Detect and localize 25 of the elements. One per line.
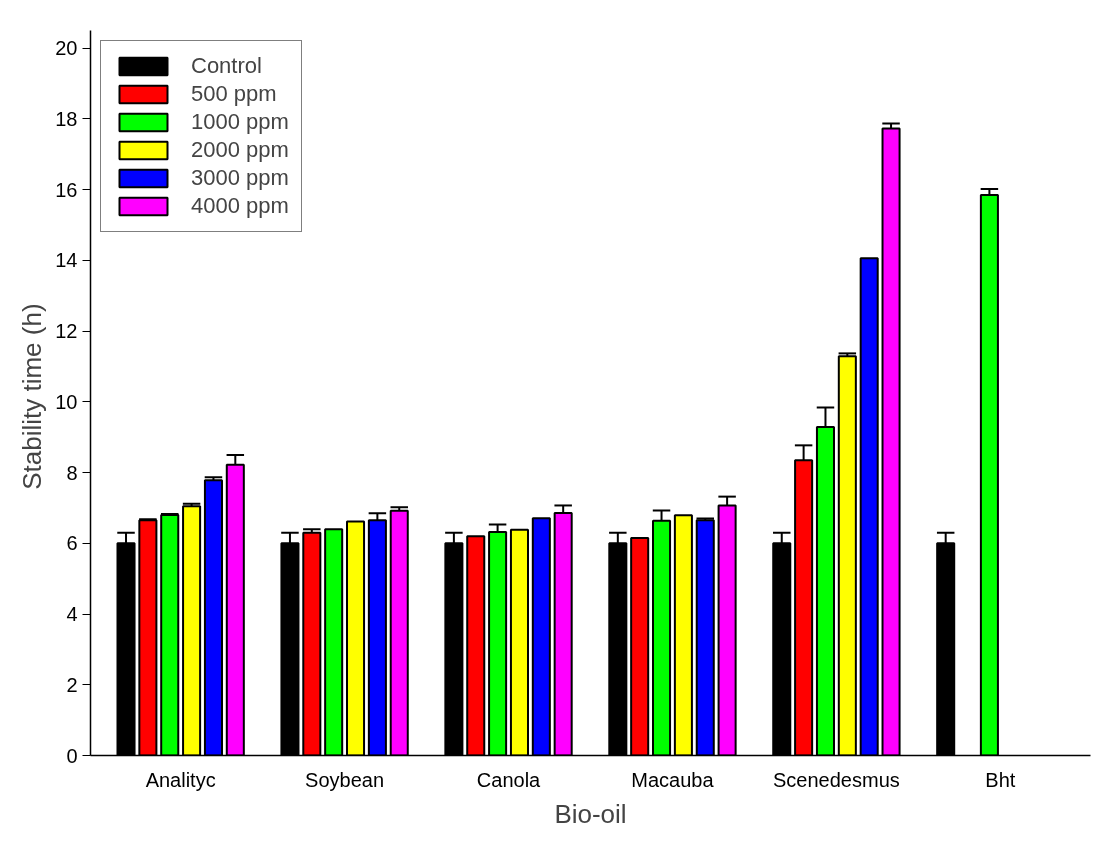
legend-label: 2000 ppm — [191, 137, 289, 163]
x-tick-label: Canola — [476, 768, 542, 791]
x-tick-label: Bht — [985, 768, 1016, 791]
y-tick-label: 20 — [55, 37, 78, 60]
y-tick-label: 14 — [55, 249, 78, 272]
y-tick-label: 0 — [66, 744, 78, 767]
legend-label: 4000 ppm — [191, 193, 289, 219]
y-tick-label: 6 — [66, 532, 78, 555]
y-tick-label: 2 — [66, 673, 78, 696]
y-tick-label: 16 — [55, 178, 78, 201]
legend-label: 500 ppm — [191, 81, 277, 107]
x-tick-label: Macauba — [631, 768, 715, 791]
y-tick-label: 8 — [66, 461, 78, 484]
legend-label: Control — [191, 53, 262, 79]
y-tick-label: 12 — [55, 320, 78, 343]
legend-label: 1000 ppm — [191, 109, 289, 135]
x-tick-label: Soybean — [305, 768, 385, 791]
y-tick-label: 18 — [55, 107, 78, 130]
x-axis-title: Bio-oil — [554, 798, 627, 829]
x-tick-label: Analityc — [145, 768, 216, 791]
y-tick-label: 4 — [66, 603, 78, 626]
y-axis-title: Stability time (h) — [17, 303, 48, 490]
legend-label: 3000 ppm — [191, 165, 289, 191]
y-tick-label: 10 — [55, 390, 78, 413]
x-tick-label: Scenedesmus — [773, 768, 900, 791]
